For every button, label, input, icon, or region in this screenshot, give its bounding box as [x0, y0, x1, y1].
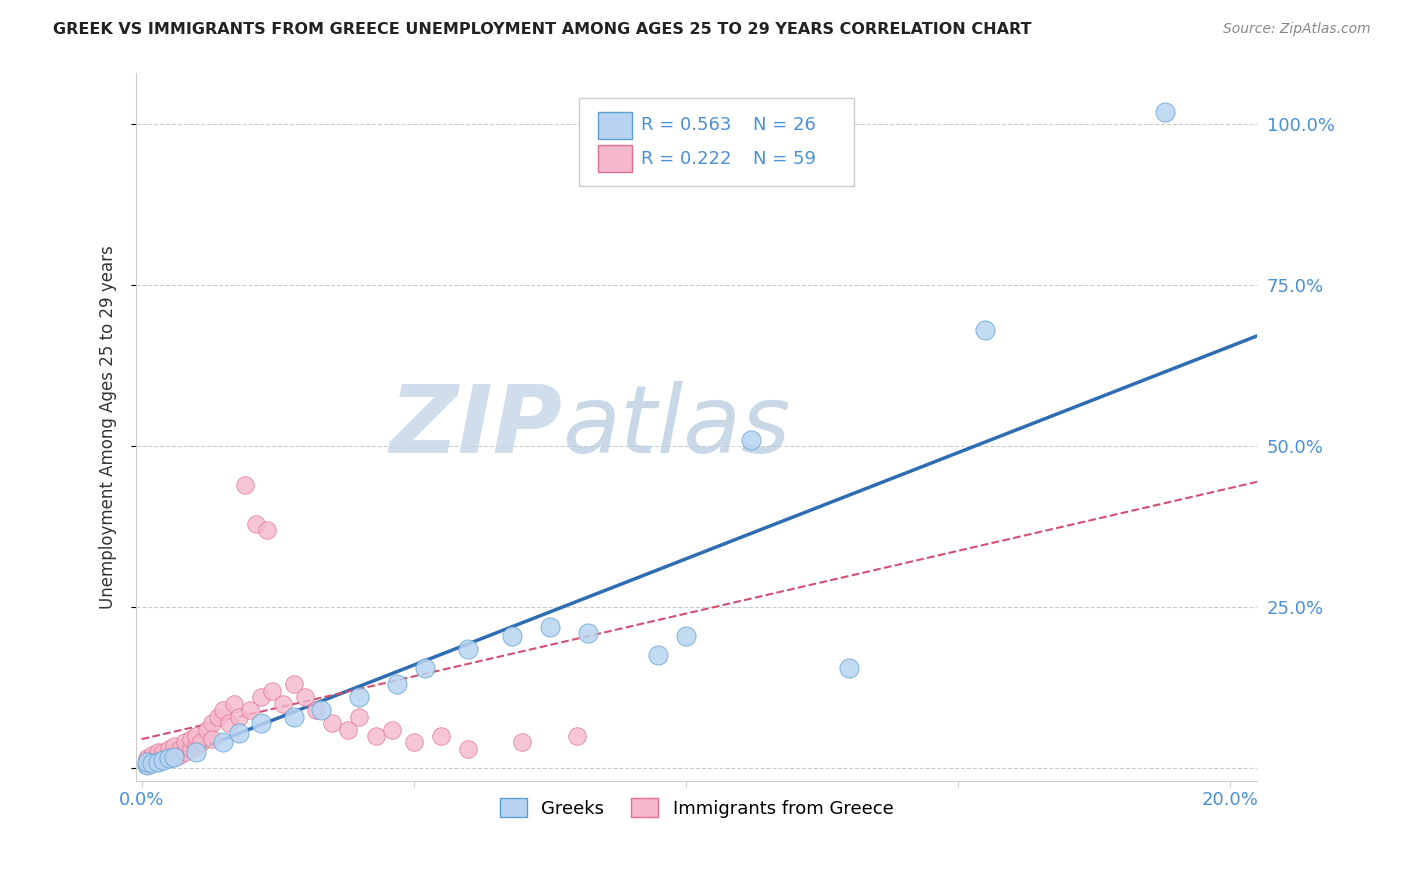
- Point: [195, 723, 218, 737]
- Point: [157, 751, 180, 765]
- Point: [157, 751, 180, 765]
- Point: [305, 703, 328, 717]
- Point: [157, 748, 180, 763]
- Point: [184, 739, 207, 753]
- Point: [675, 629, 697, 643]
- Point: [141, 756, 163, 770]
- Point: [169, 741, 191, 756]
- Point: [1153, 104, 1175, 119]
- Point: [146, 755, 169, 769]
- Y-axis label: Unemployment Among Ages 25 to 29 years: Unemployment Among Ages 25 to 29 years: [100, 245, 117, 609]
- Point: [457, 741, 479, 756]
- Point: [152, 745, 174, 759]
- Point: [157, 741, 180, 756]
- Point: [136, 755, 159, 769]
- Point: [256, 523, 278, 537]
- Point: [457, 642, 479, 657]
- Text: R = 0.563: R = 0.563: [641, 116, 731, 135]
- Point: [201, 732, 224, 747]
- Point: [146, 745, 169, 759]
- Point: [184, 729, 207, 743]
- Point: [163, 749, 186, 764]
- Point: [136, 758, 159, 772]
- Point: [146, 755, 169, 769]
- Point: [184, 745, 207, 759]
- Point: [565, 729, 588, 743]
- Point: [294, 690, 316, 705]
- Point: [141, 756, 163, 770]
- Point: [207, 709, 229, 723]
- Text: R = 0.222: R = 0.222: [641, 150, 731, 168]
- Point: [402, 735, 425, 749]
- Point: [262, 684, 284, 698]
- Point: [271, 697, 294, 711]
- Point: [136, 756, 159, 770]
- Text: N = 59: N = 59: [752, 150, 815, 168]
- Text: N = 26: N = 26: [752, 116, 815, 135]
- FancyBboxPatch shape: [598, 112, 631, 139]
- Point: [136, 755, 159, 769]
- Point: [228, 725, 250, 739]
- Point: [337, 723, 360, 737]
- Point: [413, 661, 436, 675]
- Point: [576, 626, 599, 640]
- Point: [228, 709, 250, 723]
- Point: [838, 661, 860, 675]
- Point: [222, 697, 245, 711]
- Text: GREEK VS IMMIGRANTS FROM GREECE UNEMPLOYMENT AMONG AGES 25 TO 29 YEARS CORRELATI: GREEK VS IMMIGRANTS FROM GREECE UNEMPLOY…: [53, 22, 1032, 37]
- Text: atlas: atlas: [562, 382, 790, 473]
- Point: [180, 732, 202, 747]
- Point: [647, 648, 669, 663]
- Point: [141, 748, 163, 763]
- Point: [283, 677, 305, 691]
- Point: [245, 516, 267, 531]
- Point: [218, 716, 240, 731]
- Point: [239, 703, 262, 717]
- Point: [364, 729, 387, 743]
- Point: [250, 716, 273, 731]
- FancyBboxPatch shape: [579, 98, 853, 186]
- Point: [146, 751, 169, 765]
- Point: [387, 677, 409, 691]
- Point: [190, 735, 212, 749]
- Point: [512, 735, 534, 749]
- Point: [212, 703, 235, 717]
- Point: [201, 716, 224, 731]
- Point: [163, 749, 186, 764]
- Point: [212, 735, 235, 749]
- Point: [146, 748, 169, 763]
- Point: [136, 751, 159, 765]
- Point: [136, 758, 159, 772]
- Point: [538, 619, 561, 633]
- Point: [250, 690, 273, 705]
- Point: [141, 751, 163, 765]
- FancyBboxPatch shape: [598, 145, 631, 172]
- Point: [283, 709, 305, 723]
- Point: [740, 433, 762, 447]
- Point: [169, 748, 191, 763]
- Point: [501, 629, 523, 643]
- Point: [321, 716, 343, 731]
- Text: ZIP: ZIP: [389, 381, 562, 473]
- Point: [381, 723, 404, 737]
- Point: [233, 478, 256, 492]
- Point: [309, 703, 332, 717]
- Point: [152, 753, 174, 767]
- Point: [163, 739, 186, 753]
- Point: [152, 749, 174, 764]
- Legend: Greeks, Immigrants from Greece: Greeks, Immigrants from Greece: [492, 791, 901, 825]
- Point: [347, 690, 370, 705]
- Point: [141, 755, 163, 769]
- Point: [347, 709, 370, 723]
- Point: [974, 323, 997, 337]
- Text: Source: ZipAtlas.com: Source: ZipAtlas.com: [1223, 22, 1371, 37]
- Point: [163, 745, 186, 759]
- Point: [174, 735, 197, 749]
- Point: [136, 753, 159, 767]
- Point: [152, 753, 174, 767]
- Point: [174, 745, 197, 759]
- Point: [430, 729, 453, 743]
- Point: [180, 741, 202, 756]
